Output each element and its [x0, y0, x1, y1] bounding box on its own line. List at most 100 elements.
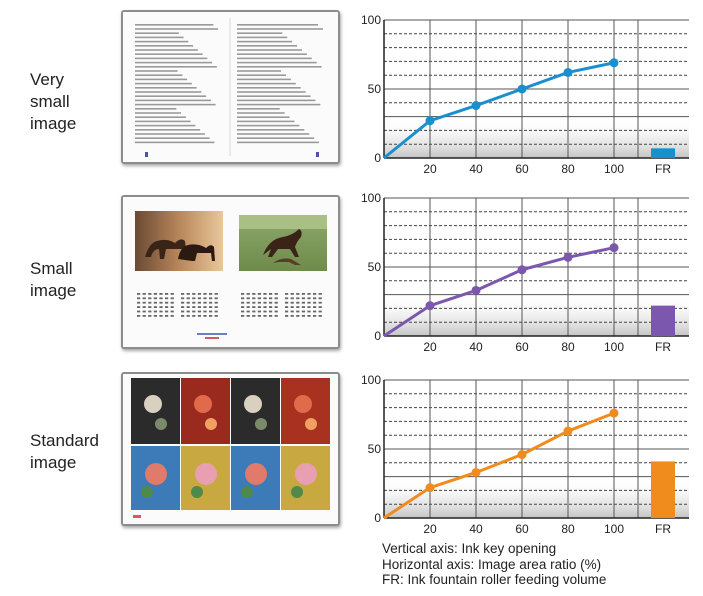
calendar-cell [285, 310, 289, 313]
calendar-cell [301, 297, 305, 300]
calendar-cell [285, 315, 289, 317]
calendar-cell [257, 310, 261, 313]
x-tick-label: FR [655, 162, 671, 176]
calendar-cell [159, 301, 163, 304]
text-line [237, 36, 288, 39]
x-tick-label: 20 [423, 522, 437, 536]
legend-vertical-axis: Vertical axis: Ink key opening [382, 541, 557, 556]
text-line [135, 95, 207, 97]
calendar-cell [153, 306, 157, 308]
data-point [517, 265, 527, 275]
calendar-cell [142, 310, 146, 313]
data-point [609, 58, 619, 68]
calendar-cell [203, 297, 207, 300]
calendar-cell [153, 297, 157, 300]
calendar-cell [203, 306, 207, 308]
text-line [135, 91, 202, 93]
legend-horizontal-axis: Horizontal axis: Image area ratio (%) [382, 556, 602, 572]
flower-shape [255, 418, 267, 430]
calendar-cell [241, 315, 245, 317]
text-line [135, 36, 184, 39]
calendar-cell [137, 293, 141, 295]
calendar-cell [257, 315, 261, 317]
text-line [237, 116, 290, 118]
calendar-cell [181, 301, 185, 304]
data-point [563, 67, 573, 77]
row-label-line: Small [30, 259, 73, 278]
calendar-cell [214, 306, 218, 308]
x-tick-label: 80 [561, 340, 575, 354]
calendar-cell [192, 306, 196, 308]
calendar-cell [318, 293, 322, 295]
text-line [135, 82, 192, 85]
series-line [383, 246, 615, 338]
text-line [135, 70, 178, 72]
calendar-cell [186, 297, 190, 300]
data-point [471, 285, 481, 295]
calendar-cell [142, 297, 146, 300]
text-line [135, 99, 211, 102]
calendar-cell [285, 297, 289, 300]
calendar-cell [263, 306, 267, 308]
calendar-cell [214, 297, 218, 300]
calendar-cell [159, 310, 163, 313]
calendar-cell [165, 306, 169, 308]
calendar-cell [170, 297, 174, 300]
calendar-cell [148, 301, 152, 304]
calendar-cell [186, 301, 190, 304]
text-line [237, 57, 312, 60]
calendar-cell [290, 306, 294, 308]
text-line [135, 87, 197, 89]
calendar-cell [290, 293, 294, 295]
calendar-cell [203, 315, 207, 317]
text-line [135, 32, 179, 34]
text-line [237, 74, 286, 76]
calendar-cell [301, 306, 305, 308]
calendar-cell [246, 306, 250, 308]
text-line [237, 120, 295, 123]
data-point [563, 252, 573, 262]
row-label-line: Very [30, 70, 65, 89]
calendar-cell [241, 301, 245, 304]
text-line [135, 141, 215, 144]
calendar-cell [307, 297, 311, 300]
x-tick-label: 40 [469, 162, 483, 176]
text-line [237, 70, 282, 72]
calendar-cell [170, 306, 174, 308]
data-point [471, 101, 481, 111]
calendar-cell [170, 301, 174, 304]
calendar-cell [257, 293, 261, 295]
text-line [135, 103, 216, 106]
y-tick-label: 0 [374, 511, 381, 525]
y-tick-label: 100 [361, 373, 381, 387]
text-line [135, 66, 217, 68]
y-tick-label: 0 [374, 151, 381, 165]
text-line [135, 78, 188, 81]
calendar-cell [263, 293, 267, 295]
text-line [237, 28, 323, 30]
text-line [237, 91, 306, 93]
calendar-cell [241, 306, 245, 308]
calendar-cell [197, 306, 201, 308]
row-label-line: Standard [30, 431, 99, 450]
text-line [237, 87, 301, 89]
flower-shape [194, 395, 212, 413]
text-line [135, 74, 183, 76]
x-tick-label: 60 [515, 162, 529, 176]
calendar-cell [203, 293, 207, 295]
text-line [135, 28, 219, 30]
calendar-cell [252, 297, 256, 300]
calendar-cell [142, 293, 146, 295]
calendar-cell [296, 297, 300, 300]
calendar-cell [285, 301, 289, 304]
text-line [135, 57, 208, 60]
x-tick-label: 100 [604, 162, 624, 176]
text-document-thumbnail [121, 10, 340, 164]
x-tick-label: FR [655, 340, 671, 354]
flower-shape [295, 463, 317, 485]
calendar-cell [214, 310, 218, 313]
data-point [609, 243, 619, 253]
calendar-cell [203, 301, 207, 304]
calendar-cell [209, 310, 213, 313]
calendar-cell [192, 315, 196, 317]
